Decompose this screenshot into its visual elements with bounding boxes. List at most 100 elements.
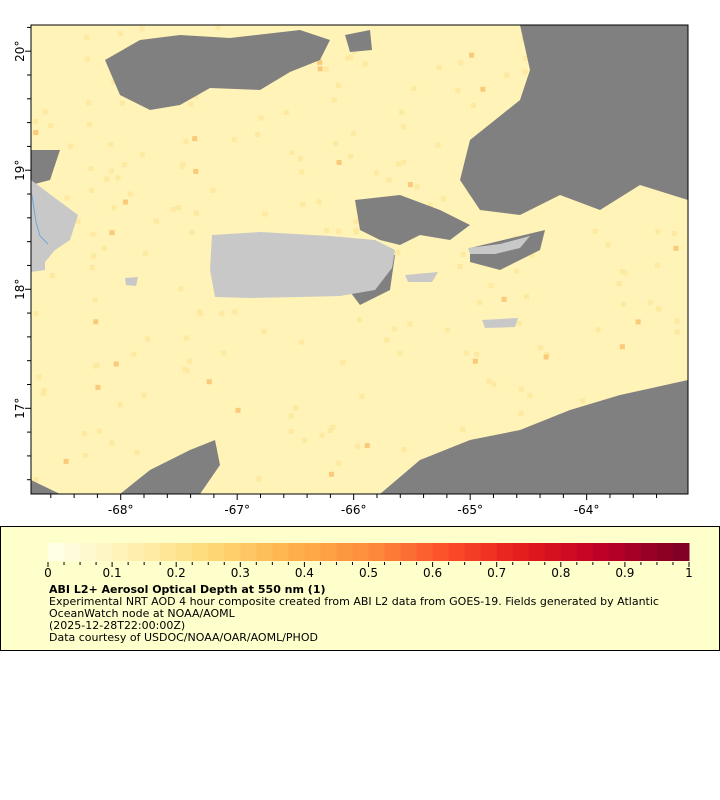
aod-pixel (460, 426, 466, 432)
colorbar: 0 0.1 0.2 0.3 0.4 0.5 0.6 0.7 0.8 0.9 1 (44, 543, 693, 580)
aod-pixel (323, 66, 329, 72)
aod-pixel (463, 350, 469, 356)
aod-pixel (193, 210, 199, 216)
aod-pixel (673, 245, 679, 251)
aod-pixel (182, 366, 188, 372)
colorbar-step (240, 543, 257, 561)
aod-pixel (440, 196, 446, 202)
aod-pixel (32, 119, 38, 125)
legend-description-1: Experimental NRT AOD 4 hour composite cr… (49, 595, 659, 608)
aod-pixel (95, 384, 101, 390)
aod-pixel (395, 161, 401, 167)
aod-pixel (299, 169, 305, 175)
aod-pixel (86, 122, 92, 128)
aod-pixel (401, 159, 407, 165)
aod-pixel (219, 311, 225, 317)
aod-pixel (592, 228, 598, 234)
aod-pixel (183, 138, 189, 144)
aod-pixel (543, 354, 549, 360)
colorbar-tick-label: 0.7 (487, 566, 506, 580)
colorbar-step (672, 543, 690, 561)
aod-pixel (215, 25, 221, 31)
aod-pixel (671, 230, 677, 236)
aod-pixel (472, 358, 478, 364)
aod-pixel (514, 268, 520, 274)
aod-pixel (544, 351, 550, 357)
aod-pixel (42, 109, 48, 115)
lat-tick-label: 17° (13, 398, 27, 419)
aod-pixel (407, 321, 413, 327)
aod-pixel (622, 270, 628, 276)
aod-pixel (336, 159, 342, 165)
legend-time: (2025-12-28T22:00:00Z) (49, 619, 186, 632)
aod-pixel (477, 299, 483, 305)
aod-pixel (674, 329, 680, 335)
colorbar-step (480, 543, 498, 561)
colorbar-step (368, 543, 386, 561)
cloud-mask (31, 25, 688, 494)
colorbar-step (256, 543, 273, 561)
aod-pixel (619, 268, 625, 274)
colorbar-step (608, 543, 626, 561)
aod-pixel (283, 109, 289, 115)
colorbar-step (384, 543, 402, 561)
aod-pixel (49, 273, 55, 279)
aod-pixel (333, 141, 339, 147)
aod-pixel (188, 101, 194, 107)
aod-pixel (82, 431, 88, 437)
colorbar-step (336, 543, 353, 561)
lon-tick-label: -66° (341, 503, 367, 517)
aod-pixel (655, 229, 661, 235)
colorbar-step (64, 543, 81, 561)
aod-pixel (529, 252, 535, 258)
aod-pixel (96, 428, 102, 434)
aod-pixel (108, 142, 114, 148)
aod-pixel (101, 245, 107, 251)
legend-credit: Data courtesy of USDOC/NOAA/OAR/AOML/PHO… (49, 631, 318, 644)
aod-pixel (654, 262, 660, 268)
aod-pixel (457, 264, 463, 270)
aod-pixel (193, 93, 199, 99)
aod-pixel (474, 351, 480, 357)
aod-pixel (210, 187, 216, 193)
aod-pixel (33, 477, 39, 483)
aod-pixel (635, 319, 641, 325)
lon-tick-label: -65° (457, 503, 483, 517)
colorbar-step (224, 543, 241, 561)
colorbar-step (352, 543, 369, 561)
colorbar-step (448, 543, 466, 561)
aod-pixel (356, 317, 362, 323)
aod-pixel (619, 344, 625, 350)
vieques (405, 272, 438, 282)
aod-pixel (86, 100, 92, 106)
legend-panel: 0 0.1 0.2 0.3 0.4 0.5 0.6 0.7 0.8 0.9 1 ABI L2+ Ae… (0, 526, 720, 651)
colorbar-step (416, 543, 434, 561)
aod-pixel (293, 405, 299, 411)
aod-pixel (616, 281, 622, 287)
aod-pixel (220, 350, 226, 356)
aod-pixel (401, 447, 407, 453)
map-frame (30, 24, 689, 495)
colorbar-tick-label: 0.6 (423, 566, 442, 580)
colorbar-tick-label: 0.5 (359, 566, 378, 580)
aod-pixel (90, 231, 96, 237)
aod-pixel (355, 443, 361, 449)
aod-pixel (170, 206, 176, 212)
aod-pixel (142, 250, 148, 256)
colorbar-step (640, 543, 658, 561)
aod-pixel (348, 54, 354, 60)
aod-pixel (298, 156, 304, 162)
aod-pixel (298, 339, 304, 345)
aod-pixel (178, 286, 184, 292)
aod-pixel (117, 30, 123, 36)
aod-pixel (189, 229, 195, 235)
aod-pixel (75, 218, 81, 224)
land-mask (31, 180, 530, 328)
colorbar-step (624, 543, 642, 561)
aod-pixel (580, 398, 586, 404)
colorbar-step (656, 543, 674, 561)
aod-pixel (523, 55, 529, 61)
aod-pixel (134, 450, 140, 456)
aod-pixel (522, 69, 528, 75)
aod-pixel (93, 319, 99, 325)
